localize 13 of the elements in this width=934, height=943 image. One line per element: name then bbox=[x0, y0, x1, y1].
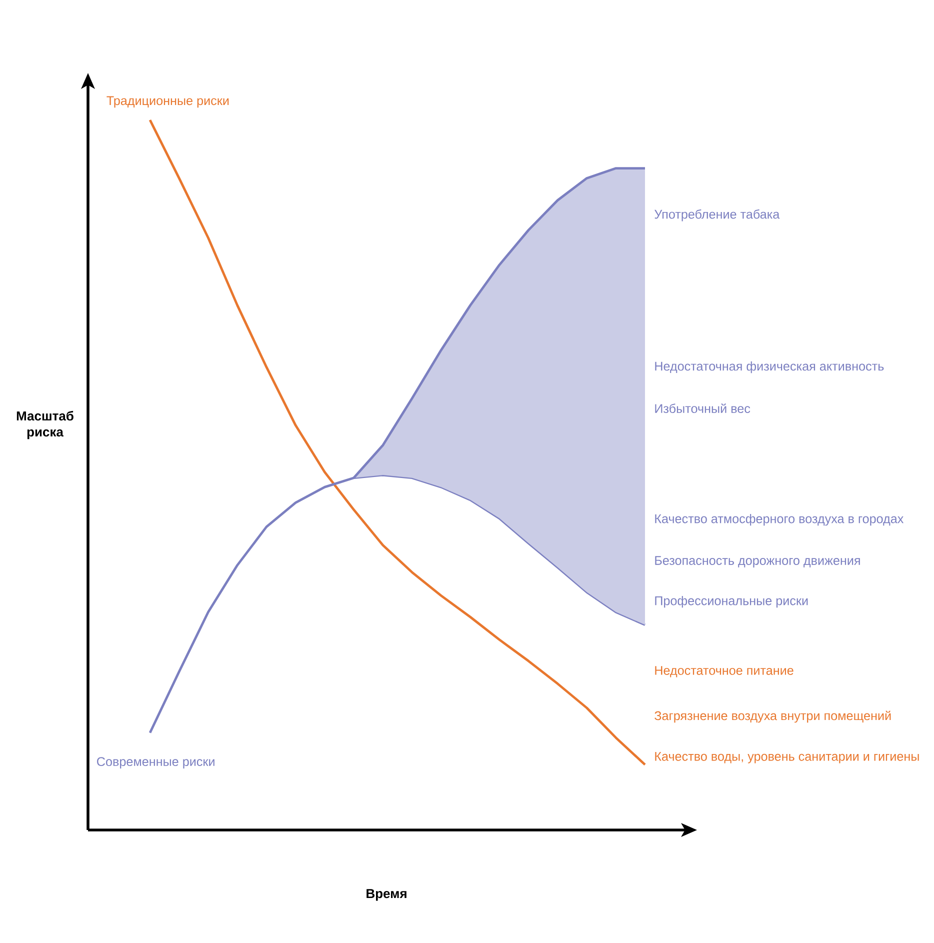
annotation: Безопасность дорожного движения bbox=[655, 556, 860, 568]
text: Современные риски bbox=[97, 757, 214, 769]
annotation: Недостаточная физическая активность bbox=[655, 361, 884, 374]
annotation: Качество воды, уровень санитарии и гигиены bbox=[655, 752, 919, 764]
annotation: Употребление табака bbox=[654, 209, 780, 222]
annotation: Профессиональные риски bbox=[655, 596, 808, 608]
annotation: Качество атмосферного воздуха в городах bbox=[655, 514, 904, 526]
annotation: Загрязнение воздуха внутри помещений bbox=[654, 710, 891, 723]
annotation: Избыточный вес bbox=[655, 404, 750, 414]
annotation: Недостаточное питание bbox=[655, 666, 794, 678]
x-axis-title: Время bbox=[366, 889, 406, 901]
text: Традиционные риски bbox=[106, 96, 229, 108]
y-axis-title: Масштаб риска bbox=[16, 410, 74, 440]
